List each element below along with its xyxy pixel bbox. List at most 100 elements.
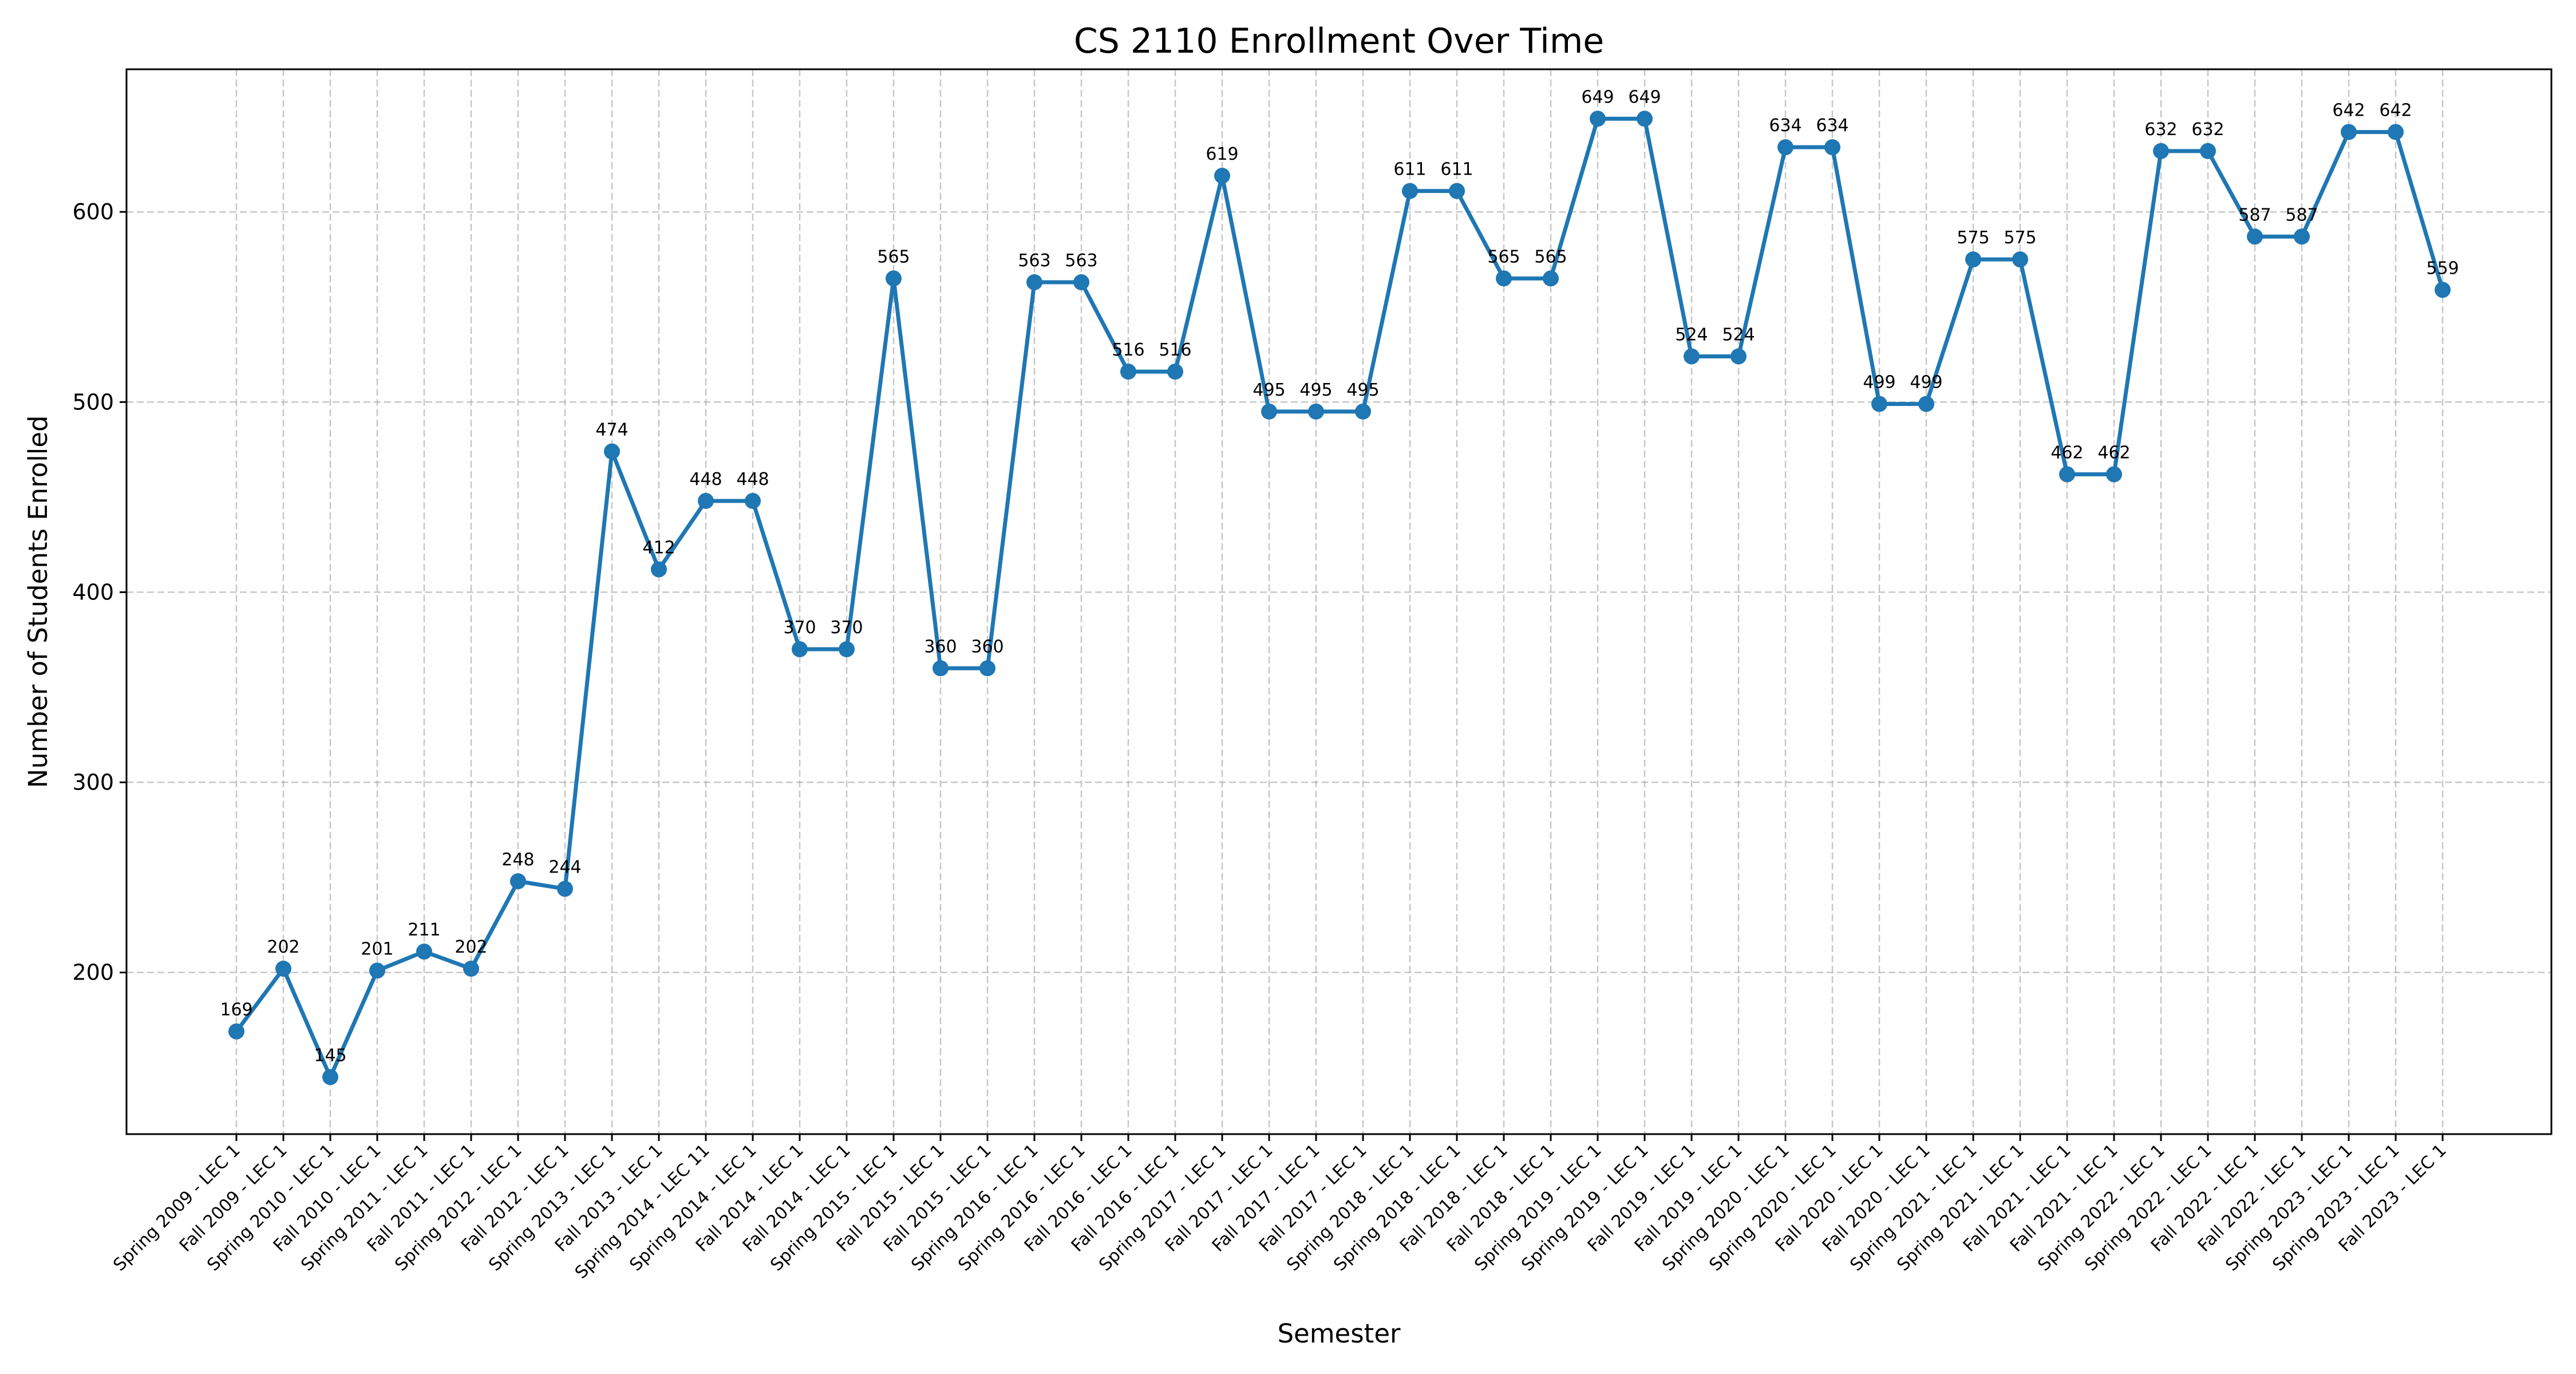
data-label: 634 (1769, 116, 1801, 136)
data-label: 474 (595, 420, 628, 440)
data-label: 632 (2144, 120, 2177, 140)
data-label: 360 (971, 637, 1003, 657)
data-label: 370 (830, 618, 863, 638)
data-point (651, 561, 667, 578)
data-point (1543, 270, 1559, 287)
data-point (1918, 396, 1934, 412)
data-point (2059, 466, 2075, 483)
data-point (1590, 110, 1606, 127)
x-axis-label: Semester (1277, 1318, 1401, 1349)
data-label: 524 (1722, 325, 1755, 345)
data-label: 202 (267, 937, 299, 957)
data-label: 248 (501, 850, 534, 870)
data-point (2388, 124, 2404, 140)
data-point (1449, 183, 1465, 199)
data-point (228, 1023, 244, 1040)
data-label: 169 (220, 1000, 252, 1020)
data-point (1684, 348, 1700, 365)
data-label: 202 (455, 937, 487, 957)
data-point (322, 1069, 338, 1085)
y-tick-label: 500 (72, 389, 114, 414)
plot-frame (125, 68, 2553, 1135)
data-label: 495 (1299, 380, 1332, 400)
data-point (933, 660, 949, 677)
data-label: 495 (1346, 380, 1379, 400)
data-point (2247, 228, 2263, 245)
data-label: 611 (1440, 160, 1473, 180)
data-label: 516 (1159, 340, 1191, 360)
data-label: 632 (2191, 120, 2224, 140)
data-label: 201 (361, 939, 393, 959)
data-point (1777, 139, 1793, 156)
y-tick-label: 600 (72, 199, 114, 224)
data-label: 642 (2379, 101, 2412, 121)
data-label: 563 (1065, 251, 1097, 271)
y-axis-label: Number of Students Enrolled (23, 416, 53, 788)
y-tick-label: 400 (72, 579, 114, 605)
data-point (1026, 274, 1042, 290)
data-label: 565 (1534, 247, 1567, 267)
data-point (1637, 110, 1653, 127)
data-label: 565 (1487, 247, 1520, 267)
data-point (886, 270, 902, 287)
data-point (463, 961, 479, 977)
data-point (2294, 228, 2310, 245)
data-label: 634 (1816, 116, 1848, 136)
data-label: 611 (1393, 160, 1426, 180)
data-label: 462 (2050, 443, 2083, 463)
data-point (1824, 139, 1840, 156)
data-point (2012, 251, 2028, 268)
data-point (604, 443, 620, 460)
data-point (1965, 251, 1981, 268)
data-labels: 169 202 145 201 211 202 248 244 474 412 448 448 370 3… (220, 87, 2459, 1065)
data-label: 559 (2426, 258, 2459, 278)
data-point (1308, 403, 1324, 420)
data-label: 370 (783, 618, 816, 638)
data-point (275, 961, 291, 977)
data-label: 516 (1112, 340, 1144, 360)
data-point (1402, 183, 1418, 199)
data-point (1871, 396, 1887, 412)
data-label: 360 (924, 637, 957, 657)
data-point (369, 962, 385, 979)
data-point (1496, 270, 1512, 287)
y-tick-label: 200 (72, 960, 114, 985)
data-label: 619 (1206, 144, 1238, 164)
data-label: 448 (736, 469, 769, 489)
data-point (2341, 124, 2357, 140)
data-label: 499 (1910, 373, 1942, 393)
data-label: 499 (1863, 373, 1895, 393)
data-label: 244 (548, 858, 581, 878)
data-point (792, 641, 808, 658)
y-tick-label: 300 (72, 770, 114, 795)
data-label: 565 (877, 247, 910, 267)
data-label: 462 (2097, 443, 2130, 463)
data-point (510, 873, 526, 890)
data-point (979, 660, 995, 677)
data-point (557, 881, 573, 897)
data-label: 642 (2332, 101, 2365, 121)
data-point (2106, 466, 2122, 483)
data-point (416, 943, 432, 960)
data-point (1214, 168, 1230, 184)
data-point (1261, 403, 1277, 420)
data-label: 211 (408, 920, 440, 940)
data-label: 448 (689, 469, 722, 489)
data-point (745, 492, 761, 509)
data-label: 412 (642, 538, 675, 558)
y-axis-ticks: 200 300 400 500 600 (72, 199, 127, 985)
data-label: 649 (1628, 87, 1661, 107)
data-label: 587 (2238, 205, 2271, 225)
data-label: 563 (1018, 251, 1050, 271)
data-label: 649 (1581, 87, 1614, 107)
data-markers (228, 110, 2451, 1085)
data-label: 587 (2285, 205, 2318, 225)
data-label: 524 (1675, 325, 1708, 345)
data-point (1730, 348, 1747, 365)
data-point (1167, 364, 1183, 380)
data-label: 575 (2004, 228, 2036, 248)
data-point (2200, 143, 2216, 159)
grid-lines (127, 69, 2551, 1134)
